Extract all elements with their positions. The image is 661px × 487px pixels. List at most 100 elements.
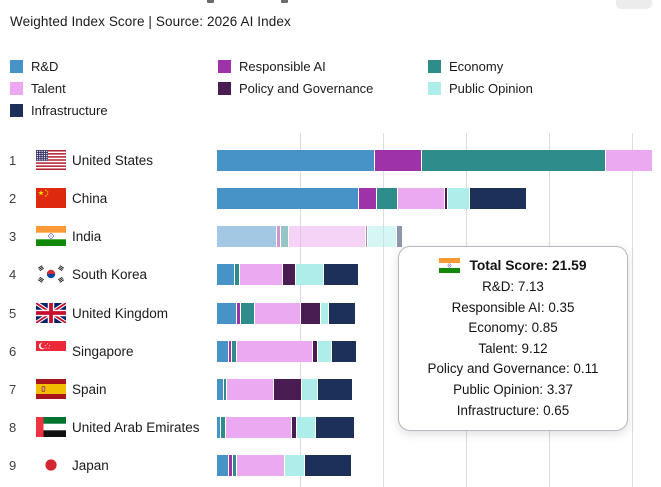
- cropped-toolbar-button[interactable]: [616, 0, 652, 9]
- bar-segment-public-opinion[interactable]: [302, 378, 318, 400]
- bar-segment-talent[interactable]: [254, 302, 301, 324]
- bar-segment-infrastructure[interactable]: [329, 302, 355, 324]
- bar-segment-economy[interactable]: [232, 455, 237, 477]
- stacked-bar-united-arab-emirates: [217, 417, 355, 439]
- bar-segment-economy[interactable]: [232, 340, 237, 362]
- bar-segment-infrastructure[interactable]: [332, 340, 357, 362]
- bar-segment-public-opinion[interactable]: [317, 340, 333, 362]
- bar-segment-public-opinion[interactable]: [367, 226, 397, 248]
- bar-segment-infrastructure[interactable]: [304, 455, 351, 477]
- bar-segment-infrastructure[interactable]: [317, 378, 352, 400]
- bar-segment-r-d[interactable]: [217, 455, 230, 477]
- row-united-states: 1 United States: [0, 150, 661, 171]
- bar-segment-infrastructure[interactable]: [316, 417, 355, 439]
- bar-segment-policy-and-governance[interactable]: [283, 264, 297, 286]
- bar-segment-policy-and-governance[interactable]: [300, 302, 321, 324]
- bar-segment-talent[interactable]: [289, 226, 366, 248]
- bar-segment-public-opinion[interactable]: [448, 188, 470, 210]
- united-arab-emirates-flag-icon: [36, 417, 66, 438]
- bar-segment-talent[interactable]: [605, 150, 653, 171]
- bar-segment-economy[interactable]: [223, 378, 228, 400]
- bar-segment-r-d[interactable]: [217, 302, 238, 324]
- rank-label: 7: [9, 381, 17, 397]
- legend-item-talent: Talent: [10, 81, 66, 96]
- tooltip-metric-economy: Economy: 0.85: [468, 320, 558, 336]
- bar-segment-r-d[interactable]: [217, 417, 222, 439]
- bar-segment-policy-and-governance[interactable]: [365, 226, 368, 248]
- bar-segment-talent[interactable]: [227, 378, 274, 400]
- gridline-50: [632, 133, 633, 487]
- bar-segment-public-opinion[interactable]: [320, 302, 330, 324]
- bar-segment-talent[interactable]: [225, 417, 292, 439]
- bar-segment-responsible-ai[interactable]: [359, 188, 378, 210]
- legend-label: Economy: [449, 59, 504, 74]
- country-name: Japan: [72, 458, 109, 474]
- country-name: India: [72, 229, 102, 245]
- stacked-bar-india: [217, 226, 403, 248]
- legend-label: R&D: [31, 59, 59, 74]
- bar-segment-responsible-ai[interactable]: [237, 302, 242, 324]
- bar-segment-policy-and-governance[interactable]: [291, 417, 297, 439]
- bar-segment-responsible-ai[interactable]: [374, 150, 423, 171]
- bar-segment-talent[interactable]: [236, 340, 314, 362]
- row-united-kingdom: 5 United Kingdom: [0, 302, 661, 324]
- south-korea-flag-icon: [36, 264, 66, 285]
- bar-segment-policy-and-governance[interactable]: [445, 188, 449, 210]
- country-name: United States: [72, 153, 154, 168]
- bar-segment-economy[interactable]: [281, 226, 290, 248]
- infrastructure-swatch-icon: [10, 104, 23, 117]
- bar-segment-economy[interactable]: [234, 264, 240, 286]
- bar-segment-policy-and-governance[interactable]: [273, 378, 303, 400]
- country-name: Singapore: [72, 343, 134, 359]
- bar-segment-r-d[interactable]: [217, 188, 360, 210]
- gridline-20: [383, 133, 384, 487]
- bar-segment-r-d[interactable]: [217, 150, 375, 171]
- tooltip-metric-policy-and-governance: Policy and Governance: 0.11: [427, 361, 599, 377]
- tooltip-metric-infrastructure: Infrastructure: 0.65: [456, 402, 570, 418]
- bar-segment-talent[interactable]: [397, 188, 446, 210]
- stacked-bar-china: [217, 188, 527, 210]
- bar-segment-r-d[interactable]: [217, 340, 229, 362]
- tooltip-metrics: R&D: 7.13 Responsible AI: 0.35 Economy: 0.…: [409, 277, 617, 421]
- stacked-bar-spain: [217, 378, 352, 400]
- bar-segment-economy[interactable]: [422, 150, 606, 171]
- legend-label: Infrastructure: [31, 103, 108, 118]
- rank-label: 8: [9, 420, 17, 436]
- country-name: United Kingdom: [72, 305, 169, 321]
- talent-swatch-icon: [10, 82, 23, 95]
- bar-segment-r-d[interactable]: [217, 264, 235, 286]
- bar-segment-policy-and-governance[interactable]: [313, 340, 318, 362]
- bar-segment-responsible-ai[interactable]: [277, 226, 282, 248]
- bar-segment-public-opinion[interactable]: [284, 455, 305, 477]
- bar-segment-infrastructure[interactable]: [469, 188, 527, 210]
- bar-segment-public-opinion[interactable]: [296, 264, 324, 286]
- bar-segment-responsible-ai[interactable]: [228, 340, 233, 362]
- bar-segment-r-d[interactable]: [217, 226, 278, 248]
- bar-segment-responsible-ai[interactable]: [229, 455, 233, 477]
- bar-segment-economy[interactable]: [241, 302, 255, 324]
- row-india: 3 India: [0, 226, 661, 248]
- stacked-bar-united-states: [217, 150, 653, 171]
- legend-item-infrastructure: Infrastructure: [10, 103, 108, 118]
- rank-label: 6: [9, 343, 17, 359]
- bar-segment-infrastructure[interactable]: [323, 264, 358, 286]
- legend-item-economy: Economy: [428, 59, 503, 74]
- rank-label: 5: [9, 305, 17, 321]
- legend-label: Public Opinion: [449, 81, 533, 96]
- bar-segment-economy[interactable]: [221, 417, 226, 439]
- row-china: 2 China: [0, 188, 661, 210]
- bar-segment-public-opinion[interactable]: [296, 417, 317, 439]
- bar-segment-infrastructure[interactable]: [396, 226, 403, 248]
- tooltip-metric-responsible-ai: Responsible AI: 0.35: [451, 299, 575, 315]
- legend-item-policy-and-governance: Policy and Governance: [218, 81, 373, 96]
- bar-segment-talent[interactable]: [239, 264, 284, 286]
- united-kingdom-flag-icon: [36, 302, 66, 323]
- bar-segment-talent[interactable]: [236, 455, 285, 477]
- stacked-bar-singapore: [217, 340, 357, 362]
- bar-segment-economy[interactable]: [377, 188, 398, 210]
- r-d-swatch-icon: [10, 60, 23, 73]
- country-name: Spain: [72, 381, 107, 397]
- bar-segment-r-d[interactable]: [217, 378, 224, 400]
- legend-label: Policy and Governance: [239, 81, 374, 96]
- legend-item-public-opinion: Public Opinion: [428, 81, 533, 96]
